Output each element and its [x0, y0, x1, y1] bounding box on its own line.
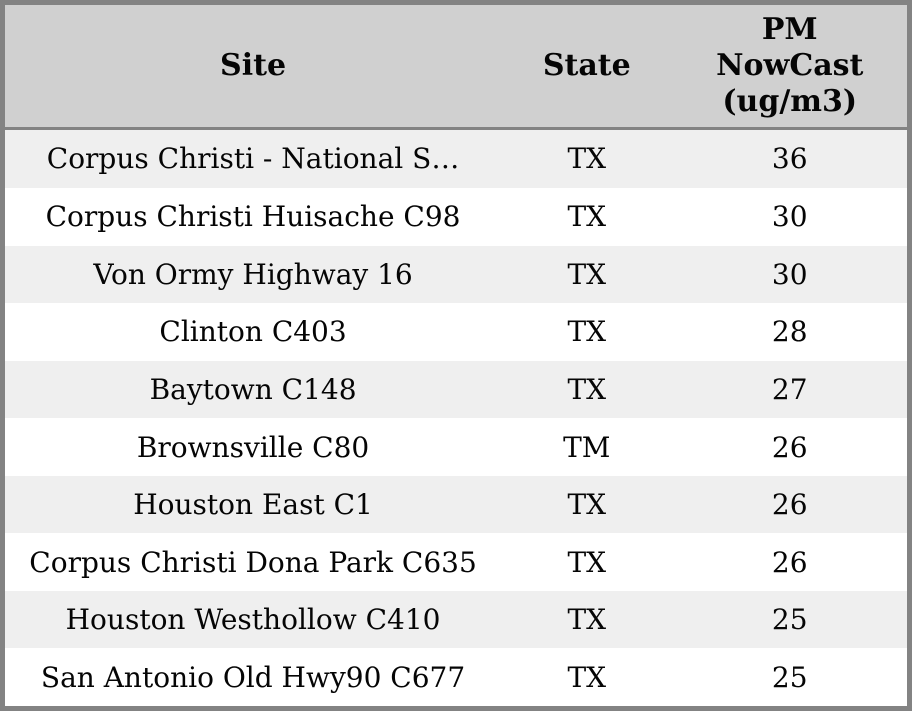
table-row: Corpus Christi Huisache C98 TX 30	[5, 188, 907, 246]
state-cell: TX	[567, 142, 607, 176]
table-row: Von Ormy Highway 16 TX 30	[5, 245, 907, 304]
col-header-state-label: State	[542, 47, 631, 83]
table-header: Site State PM NowCast (ug/m3)	[5, 5, 907, 130]
table-body: Corpus Christi - National S… TX 36 Corpu…	[5, 128, 907, 706]
header-row: Site State PM NowCast (ug/m3)	[5, 5, 907, 130]
site-cell: Corpus Christi - National S…	[46, 142, 460, 176]
state-cell: TM	[563, 430, 611, 464]
col-header-site: Site	[5, 5, 502, 130]
site-cell: Houston East C1	[133, 488, 373, 522]
site-cell: Houston Westhollow C410	[65, 603, 441, 637]
pm-cell: 36	[771, 142, 808, 176]
site-cell: Baytown C148	[149, 373, 357, 406]
state-cell: TX	[567, 257, 607, 291]
state-cell: TX	[567, 315, 607, 349]
state-cell: TX	[567, 660, 607, 694]
table-row: Baytown C148 TX 27	[5, 360, 907, 419]
pm-cell: 26	[771, 545, 808, 579]
pm-cell: 30	[771, 200, 808, 234]
state-cell: TX	[567, 545, 607, 579]
site-cell: Corpus Christi Dona Park C635	[29, 545, 477, 579]
pm-cell: 26	[771, 430, 808, 464]
pm-cell: 25	[771, 603, 808, 637]
site-cell: Corpus Christi Huisache C98	[45, 200, 461, 234]
state-cell: TX	[567, 373, 607, 406]
table-row: Houston Westhollow C410 TX 25	[5, 590, 907, 649]
table-row: Corpus Christi Dona Park C635 TX 26	[5, 533, 907, 591]
table-row: Corpus Christi - National S… TX 36	[5, 128, 907, 189]
pm-cell: 26	[771, 488, 808, 522]
site-cell: Clinton C403	[159, 315, 347, 349]
pm-cell: 28	[771, 315, 808, 349]
site-cell: Brownsville C80	[136, 430, 370, 464]
table-row: Brownsville C80 TM 26	[5, 418, 907, 476]
site-cell: Von Ormy Highway 16	[93, 257, 413, 291]
state-cell: TX	[567, 603, 607, 637]
pm-cell: 27	[771, 373, 808, 406]
pm-cell: 30	[771, 257, 808, 291]
table-row: San Antonio Old Hwy90 C677 TX 25	[5, 648, 907, 706]
pm-nowcast-table: Site State PM NowCast (ug/m3) Corpus Chr…	[5, 5, 907, 706]
state-cell: TX	[567, 200, 607, 234]
col-header-pm: PM NowCast (ug/m3)	[672, 5, 907, 130]
site-cell: San Antonio Old Hwy90 C677	[40, 660, 466, 694]
table-row: Clinton C403 TX 28	[5, 303, 907, 361]
col-header-state: State	[501, 5, 673, 130]
state-cell: TX	[567, 488, 607, 522]
table-row: Houston East C1 TX 26	[5, 475, 907, 534]
pm-cell: 25	[771, 660, 808, 694]
col-header-site-label: Site	[220, 47, 287, 83]
col-header-pm-label: PM NowCast (ug/m3)	[716, 11, 864, 119]
